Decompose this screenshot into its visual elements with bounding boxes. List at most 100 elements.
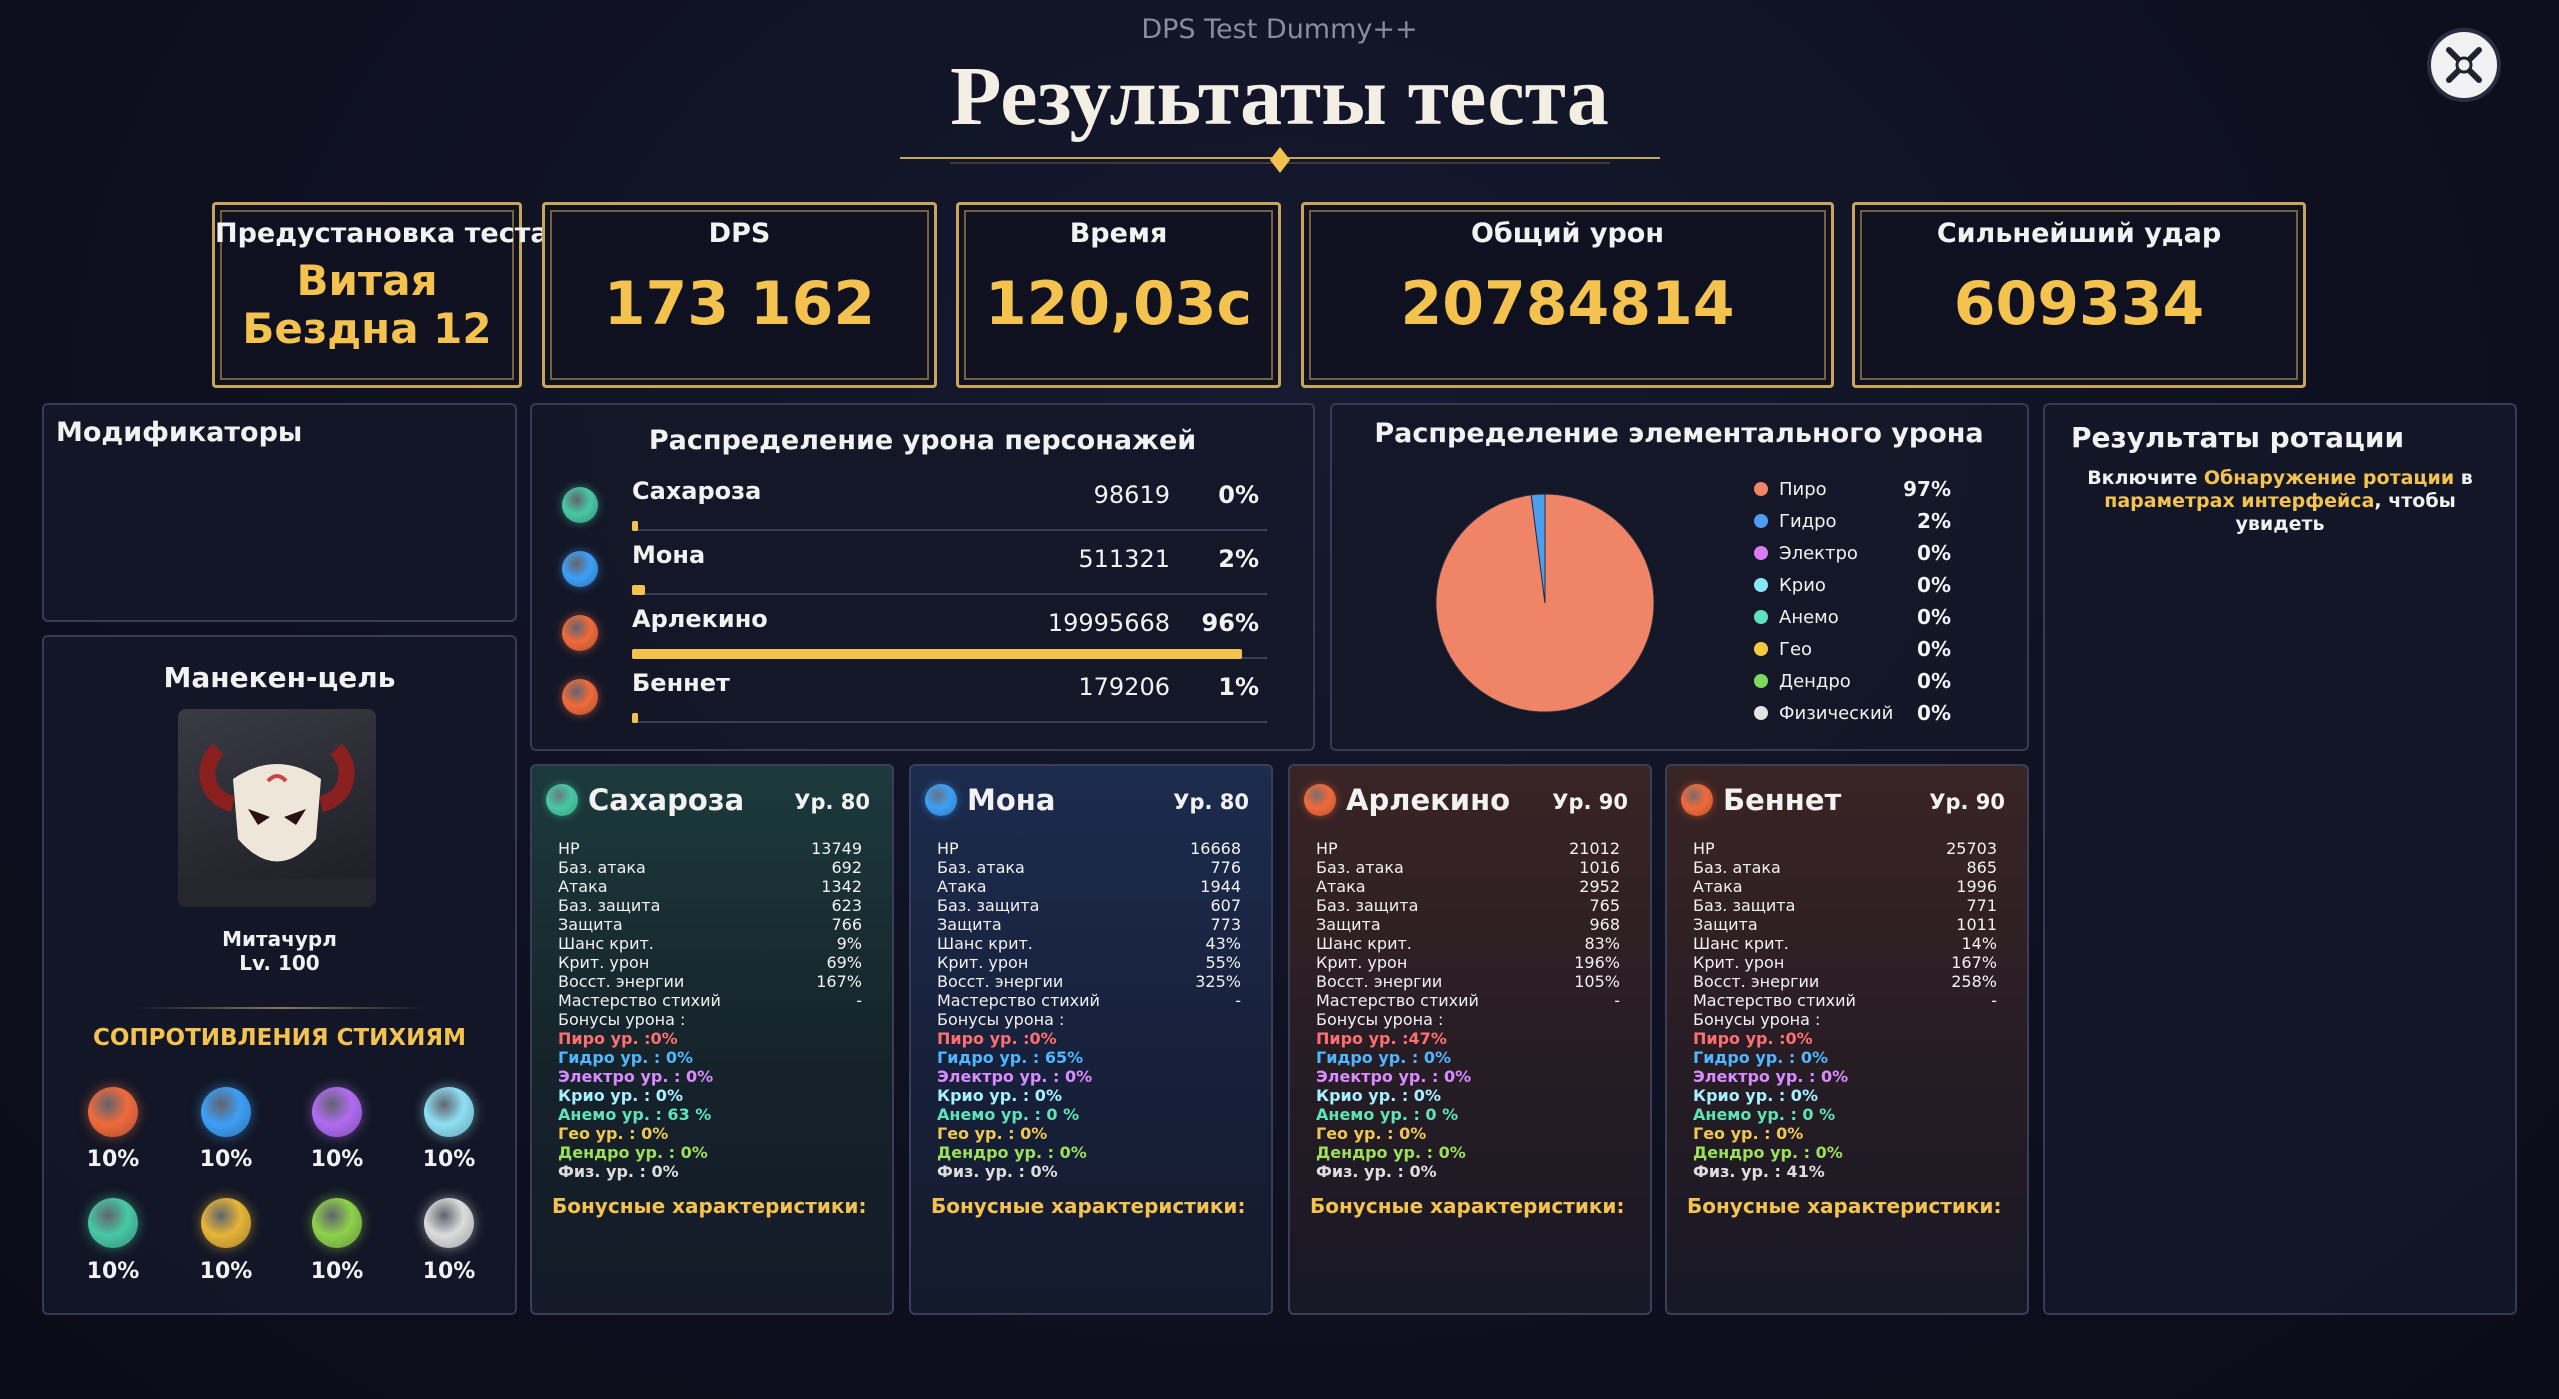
stat-value: 9% — [836, 934, 862, 953]
resistance-value: 10% — [422, 1147, 476, 1172]
stat-label: Шанс крит. — [1316, 934, 1412, 953]
stat-value: - — [1991, 991, 1997, 1010]
stat-value: 968 — [1589, 915, 1620, 934]
app-name: DPS Test Dummy++ — [1141, 14, 1418, 45]
stat-label: Мастерство стихий — [1693, 991, 1856, 1010]
bonus-line: Пиро ур. :0% — [558, 1029, 678, 1048]
summary-label: Общий урон — [1470, 218, 1665, 249]
stat-label: HP — [1693, 839, 1715, 858]
character-name: Арлекино — [632, 605, 768, 633]
bonus-line: Дендро ур. : 0% — [1316, 1143, 1466, 1162]
bonus-line: Анемо ур. : 0 % — [1316, 1105, 1459, 1124]
damage-bar — [632, 585, 645, 595]
divider — [134, 1007, 429, 1009]
stat-value: - — [1235, 991, 1241, 1010]
legend-value: 97% — [1903, 477, 1951, 501]
stat-value: 692 — [831, 858, 862, 877]
summary-box: Предустановка теста Витая Бездна 12 — [212, 202, 549, 388]
stat-value: 16668 — [1190, 839, 1241, 858]
element-icon — [312, 1087, 362, 1137]
bonus-title: Бонусы урона : — [1316, 1010, 1444, 1029]
bonus-line: Гидро ур. : 0% — [558, 1048, 694, 1067]
target-panel: Манекен-цель Митачурл Lv. 100 СОПРОТИВЛЕНИЯ… — [42, 635, 517, 1315]
damage-bar — [632, 521, 638, 531]
resistance-value: 10% — [86, 1147, 140, 1172]
stat-label: Баз. атака — [937, 858, 1025, 877]
legend-dot — [1754, 482, 1768, 496]
legend-label: Гидро — [1779, 511, 1837, 532]
bonus-line: Крио ур. : 0% — [558, 1086, 683, 1105]
stat-label: Защита — [1693, 915, 1758, 934]
summary-box: Сильнейший удар 609334 — [1852, 202, 2306, 388]
resistance-value: 10% — [422, 1259, 476, 1284]
stat-value: 865 — [1966, 858, 1997, 877]
stat-label: Баз. атака — [558, 858, 646, 877]
percent-label: 2% — [1218, 545, 1259, 573]
legend-dot — [1754, 706, 1768, 720]
stat-label: Крит. урон — [558, 953, 650, 972]
bonus-line: Электро ур. : 0% — [937, 1067, 1093, 1086]
legend-value: 0% — [1917, 541, 1951, 565]
character-icon — [562, 615, 598, 651]
stat-label: HP — [937, 839, 959, 858]
summary-value: 120,03с — [984, 269, 1253, 339]
stat-label: Восст. энергии — [558, 972, 685, 991]
character-card: Мона Ур. 80 HP 16668 Баз. атака 776 Атака 1944 Б… — [909, 764, 1273, 1315]
stat-value: 623 — [831, 896, 862, 915]
rotation-text: , чтобы увидеть — [2235, 490, 2456, 535]
stat-value: 167% — [1951, 953, 1997, 972]
bonus-line: Крио ур. : 0% — [937, 1086, 1062, 1105]
stat-label: Восст. энергии — [1693, 972, 1820, 991]
bonus-line: Физ. ур. : 0% — [937, 1162, 1058, 1181]
stat-label: Шанс крит. — [558, 934, 654, 953]
stat-label: Защита — [558, 915, 623, 934]
stat-value: - — [856, 991, 862, 1010]
stat-label: HP — [1316, 839, 1338, 858]
damage-value: 19995668 — [1047, 609, 1170, 637]
element-icon — [312, 1198, 362, 1248]
damage-value: 511321 — [1078, 545, 1170, 573]
bonus-line: Пиро ур. :0% — [1693, 1029, 1813, 1048]
card-name: Арлекино — [1346, 783, 1511, 817]
percent-label: 96% — [1201, 609, 1259, 637]
rotation-panel: Результаты ротации Включите Обнаружение р… — [2043, 403, 2517, 1315]
element-icon — [1304, 784, 1336, 816]
card-level: Ур. 90 — [1929, 790, 2005, 814]
stat-value: 21012 — [1569, 839, 1620, 858]
bonus-line: Пиро ур. :0% — [937, 1029, 1057, 1048]
stat-value: 776 — [1210, 858, 1241, 877]
stat-label: Баз. атака — [1316, 858, 1404, 877]
character-name: Беннет — [632, 669, 730, 697]
stat-label: Атака — [1693, 877, 1743, 896]
close-button[interactable] — [2427, 28, 2501, 102]
stat-label: Атака — [558, 877, 608, 896]
target-avatar — [178, 709, 376, 907]
bonus-line: Анемо ур. : 63 % — [558, 1105, 712, 1124]
bonus-line: Электро ур. : 0% — [558, 1067, 714, 1086]
stat-label: Баз. защита — [937, 896, 1040, 915]
legend-dot — [1754, 514, 1768, 528]
summary-value: 609334 — [1953, 269, 2205, 339]
summary-box: Время 120,03с — [956, 202, 1281, 388]
legend-label: Крио — [1779, 575, 1826, 596]
damage-value: 179206 — [1078, 673, 1170, 701]
avatar-image — [178, 743, 376, 907]
element-icon — [88, 1087, 138, 1137]
bonus-title: Бонусы урона : — [558, 1010, 686, 1029]
stat-label: Баз. защита — [558, 896, 661, 915]
stat-value: 771 — [1966, 896, 1997, 915]
legend-label: Электро — [1779, 543, 1858, 564]
legend-label: Дендро — [1779, 671, 1851, 692]
bonus-line: Гидро ур. : 0% — [1316, 1048, 1452, 1067]
element-icon — [88, 1198, 138, 1248]
stat-label: Восст. энергии — [937, 972, 1064, 991]
stat-value: 1944 — [1200, 877, 1241, 896]
stat-label: HP — [558, 839, 580, 858]
legend-dot — [1754, 674, 1768, 688]
page-title: Результаты теста — [950, 50, 1609, 143]
bonus-stats-title: Бонусные характеристики: — [552, 1194, 867, 1218]
stat-value: 43% — [1205, 934, 1241, 953]
stat-value: 325% — [1195, 972, 1241, 991]
summary-value: Витая Бездна 12 — [242, 256, 492, 353]
summary-label: Время — [1069, 218, 1168, 249]
